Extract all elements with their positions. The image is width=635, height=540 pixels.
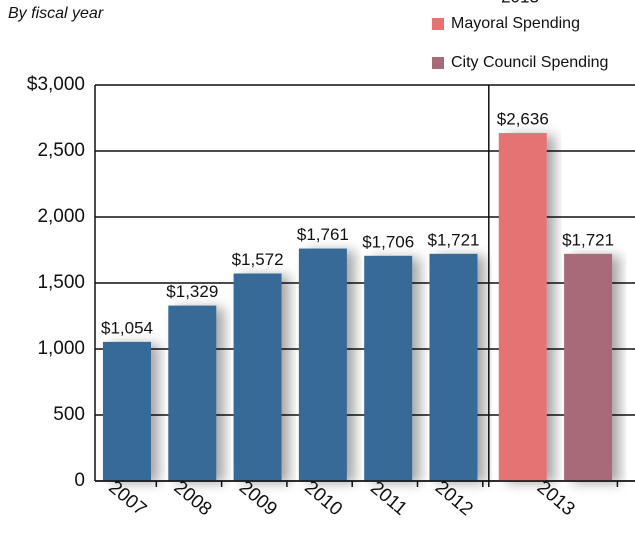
bar [564,253,613,481]
value-label: $1,721 [562,230,614,249]
y-tick-label: 2,500 [37,140,85,161]
y-tick-label: 500 [53,404,85,425]
bar [498,133,547,481]
x-tick-label: 2012 [431,477,477,520]
y-tick-label: 0 [74,470,85,491]
bar [233,273,282,481]
x-tick-label: 2011 [366,477,411,519]
x-tick-label: 2007 [104,477,150,520]
value-label: $1,721 [428,230,480,249]
legend-swatch [432,18,444,30]
bar [429,253,478,481]
value-label: $1,761 [297,225,349,244]
value-label: $2,636 [497,110,549,129]
x-tick-label: 2010 [300,477,346,520]
subtitle: By fiscal year [8,5,104,22]
bar [364,255,413,481]
legend-swatch [432,57,444,69]
x-tick-label: 2008 [170,477,216,520]
y-tick-label: 1,000 [37,338,85,359]
y-tick-label: 2,000 [37,206,85,227]
y-tick-label: 1,500 [37,272,85,293]
y-tick-label: $3,000 [27,74,85,95]
bar [103,341,151,481]
value-label: $1,054 [101,318,153,337]
value-label: $1,572 [232,250,284,269]
bar [298,248,347,481]
value-label: $1,706 [362,232,414,251]
legend-label: Mayoral Spending [451,15,580,32]
legend-title: 2013 [501,0,539,6]
x-tick-label: 2009 [235,477,281,520]
bar [168,305,217,481]
legend-label: City Council Spending [451,54,608,71]
value-label: $1,329 [166,282,218,301]
x-tick-label: 2013 [533,477,579,520]
